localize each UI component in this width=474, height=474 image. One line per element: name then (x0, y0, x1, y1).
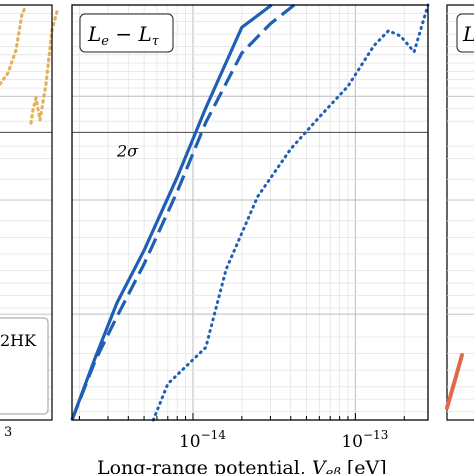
left-panel-legend-label: 2HK (0, 331, 37, 350)
center-panel-legend-label: Le − Lτ (87, 22, 160, 49)
series-dashed-line (70, 3, 296, 421)
series-dotted-line (151, 3, 430, 422)
left-panel-legend-box (0, 317, 49, 415)
x-tick-label: 10−14 (179, 428, 226, 452)
center-panel-legend-box (79, 13, 174, 53)
left-panel-tick-label-exponent: 3 (4, 425, 12, 440)
center-panel-frame (71, 4, 429, 421)
center-panel-x-ticks: 10−14 10−13 (78, 413, 405, 452)
right-panel-frame (446, 4, 474, 421)
sigma-annotation: 2σ (116, 141, 139, 160)
center-panel-legend: Le − Lτ (79, 13, 174, 53)
x-axis-label: Long-range potential, Veβ [eV] (97, 457, 387, 474)
left-panel-dotted-series (0, 4, 28, 86)
right-panel-legend-box (456, 13, 474, 53)
center-panel: 2σ Le − Lτ 10−14 10−13 Long-range potenti… (70, 3, 430, 474)
left-panel-frame (0, 4, 53, 421)
right-panel-grid (447, 12, 474, 413)
center-panel-series (70, 3, 430, 422)
center-panel-grid (72, 5, 428, 420)
left-panel-dotted-series-tail (29, 6, 60, 125)
right-panel: L (445, 4, 474, 421)
x-tick-label: 10−13 (341, 428, 388, 452)
left-panel: 2HK 3 (0, 4, 60, 440)
right-panel-legend-label: L (462, 22, 474, 46)
series-solid-line (70, 3, 273, 421)
right-panel-solid-series (445, 353, 464, 410)
